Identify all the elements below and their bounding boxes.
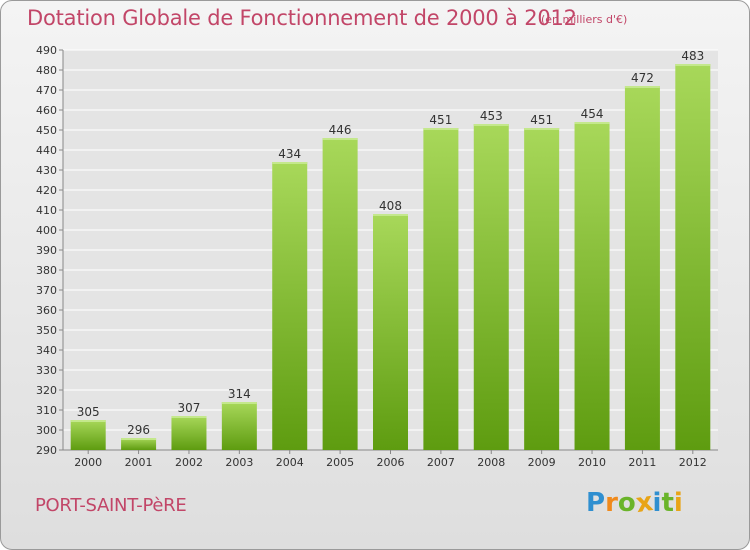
- x-tick-label: 2012: [679, 456, 707, 469]
- x-tick-label: 2010: [578, 456, 606, 469]
- data-label: 472: [631, 71, 654, 85]
- x-tick-label: 2001: [125, 456, 153, 469]
- y-tick-label: 390: [36, 244, 57, 257]
- bar-2001: [121, 438, 157, 450]
- chart-subtitle: (en milliers d'€): [541, 13, 628, 26]
- y-tick-label: 430: [36, 164, 57, 177]
- y-tick-label: 450: [36, 124, 57, 137]
- bar-2005: [322, 138, 358, 450]
- data-label: 453: [480, 109, 503, 123]
- bar-highlight: [423, 128, 459, 130]
- bar-highlight: [322, 138, 358, 140]
- y-tick-label: 480: [36, 64, 57, 77]
- y-tick-label: 370: [36, 284, 57, 297]
- x-tick-label: 2006: [377, 456, 405, 469]
- y-tick-label: 470: [36, 84, 57, 97]
- data-label: 451: [429, 113, 452, 127]
- x-tick-label: 2009: [528, 456, 556, 469]
- bar-2003: [221, 402, 257, 450]
- bar-highlight: [624, 86, 660, 88]
- logo-letter: P: [586, 488, 606, 518]
- y-tick-label: 490: [36, 44, 57, 57]
- logo-letter: x: [633, 486, 655, 520]
- bar-highlight: [373, 214, 408, 216]
- bar-2008: [473, 124, 509, 450]
- y-tick-label: 360: [36, 304, 57, 317]
- y-tick-label: 310: [36, 404, 57, 417]
- x-tick-label: 2002: [175, 456, 203, 469]
- x-tick-label: 2003: [225, 456, 253, 469]
- x-tick-label: 2007: [427, 456, 455, 469]
- data-label: 454: [581, 107, 604, 121]
- bar-2006: [373, 214, 408, 450]
- y-tick-label: 300: [36, 424, 57, 437]
- logo-letter: r: [605, 488, 618, 518]
- y-tick-label: 400: [36, 224, 57, 237]
- bar-2009: [524, 128, 560, 450]
- y-tick-label: 380: [36, 264, 57, 277]
- y-tick-label: 330: [36, 364, 57, 377]
- bar-highlight: [121, 438, 157, 440]
- bar-2010: [574, 122, 610, 450]
- data-label: 305: [77, 405, 100, 419]
- data-label: 451: [530, 113, 553, 127]
- bar-highlight: [171, 416, 207, 418]
- data-label: 296: [127, 423, 150, 437]
- x-tick-label: 2004: [276, 456, 304, 469]
- bar-highlight: [473, 124, 509, 126]
- data-label: 307: [178, 401, 201, 415]
- bars: [70, 64, 711, 450]
- logo-letter: i: [652, 488, 662, 518]
- bar-highlight: [675, 64, 711, 66]
- x-tick-label: 2011: [628, 456, 656, 469]
- bar-highlight: [574, 122, 610, 124]
- bar-2011: [624, 86, 660, 450]
- y-tick-label: 320: [36, 384, 57, 397]
- bar-2007: [423, 128, 459, 450]
- chart-title: Dotation Globale de Fonctionnement de 20…: [27, 6, 577, 30]
- y-tick-label: 460: [36, 104, 57, 117]
- bar-2002: [171, 416, 207, 450]
- y-tick-label: 420: [36, 184, 57, 197]
- y-tick-label: 440: [36, 144, 57, 157]
- proxiti-logo: Proxiti: [586, 486, 683, 520]
- x-tick-label: 2000: [74, 456, 102, 469]
- data-label: 434: [278, 147, 301, 161]
- data-label: 446: [329, 123, 352, 137]
- y-tick-label: 290: [36, 444, 57, 457]
- y-tick-label: 410: [36, 204, 57, 217]
- bar-highlight: [221, 402, 257, 404]
- x-tick-label: 2005: [326, 456, 354, 469]
- labels: 290 300 310 320 330 340 350 360 370 380 390 400 410 4…: [36, 44, 707, 469]
- y-tick-label: 350: [36, 324, 57, 337]
- data-label: 483: [681, 49, 704, 63]
- bar-highlight: [272, 162, 308, 164]
- logo-letter: t: [661, 488, 674, 518]
- logo-letter: o: [617, 488, 636, 518]
- bar-2012: [675, 64, 711, 450]
- bar-2004: [272, 162, 308, 450]
- data-label: 314: [228, 387, 251, 401]
- bar-highlight: [70, 420, 106, 422]
- bar-2000: [70, 420, 106, 450]
- x-tick-label: 2008: [477, 456, 505, 469]
- commune-name: PORT-SAINT-PèRE: [35, 495, 187, 516]
- y-tick-label: 340: [36, 344, 57, 357]
- data-label: 408: [379, 199, 402, 213]
- logo-letter: i: [673, 488, 683, 518]
- bar-highlight: [524, 128, 560, 130]
